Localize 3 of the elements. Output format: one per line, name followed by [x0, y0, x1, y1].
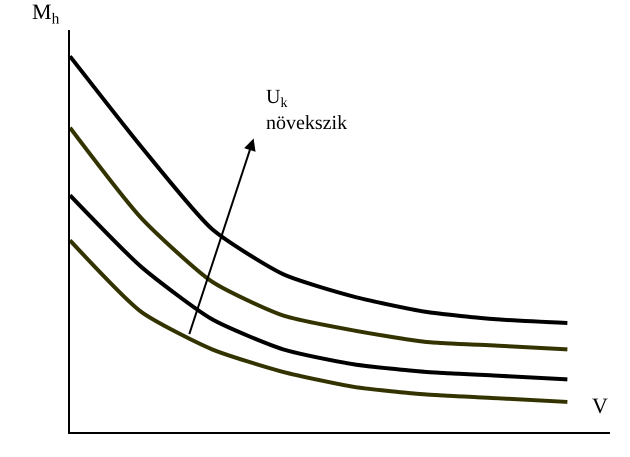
x-axis-title: V	[592, 393, 608, 418]
y-axis-title: M$_{h}$	[32, 0, 60, 28]
annotation: U$_{k}$ növekszik	[266, 86, 348, 134]
